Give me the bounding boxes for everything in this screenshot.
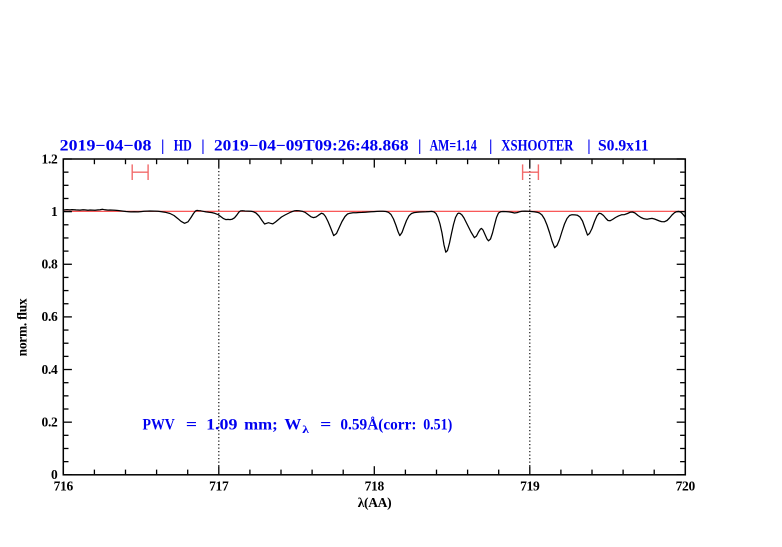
svg-text:λ(AA): λ(AA)	[358, 495, 392, 510]
svg-text:719: 719	[520, 478, 540, 493]
svg-text:0.4: 0.4	[42, 362, 59, 377]
svg-text:0.6: 0.6	[42, 309, 59, 324]
svg-text:717: 717	[209, 478, 229, 493]
svg-text:0.2: 0.2	[42, 415, 59, 430]
svg-text:718: 718	[365, 478, 385, 493]
svg-text:0.8: 0.8	[42, 257, 59, 272]
svg-text:0: 0	[51, 467, 58, 482]
svg-text:1: 1	[51, 204, 58, 219]
svg-text:1.2: 1.2	[42, 151, 59, 166]
svg-text:716: 716	[54, 478, 74, 493]
svg-text:2019−04−08|HD|2019−04−09T09:26: 2019−04−08 | HD | 2019−04−09T09:26:48.868 | AM…	[60, 138, 649, 155]
svg-text:norm. flux: norm. flux	[15, 298, 30, 356]
svg-text:720: 720	[676, 478, 696, 493]
